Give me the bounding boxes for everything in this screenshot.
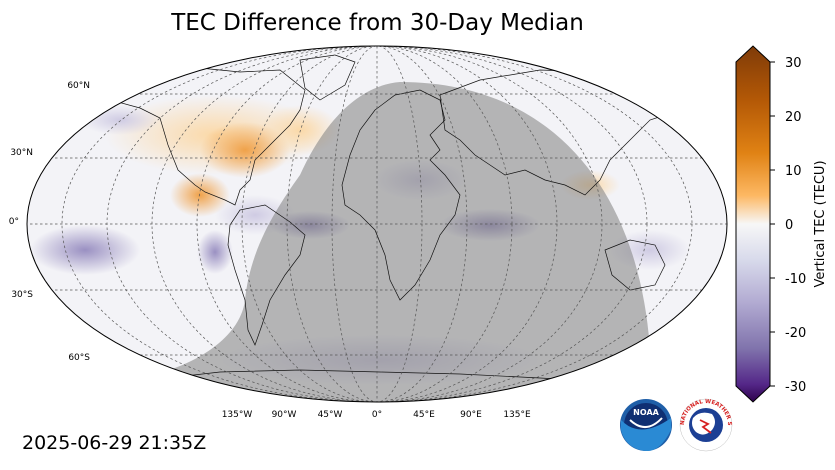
colorbar-tick-neg20: -20 [785, 326, 806, 341]
lon-label-0: 0° [372, 410, 382, 420]
lon-label-90e: 90°E [460, 410, 482, 420]
timestamp: 2025-06-29 21:35Z [22, 432, 207, 454]
colorbar-tick-labels: 30 20 10 0 -10 -20 -30 [785, 56, 806, 395]
antarctica-outline [149, 369, 611, 383]
colorbar-gradient [735, 45, 771, 403]
north-america-outline [117, 67, 306, 206]
lat-label-30s: 30°S [11, 290, 33, 300]
lat-label-0: 0° [9, 217, 19, 227]
colorbar-tick-10: 10 [785, 164, 802, 179]
lon-label-135e: 135°E [503, 410, 531, 420]
lat-label-60n: 60°N [67, 81, 90, 91]
lon-label-45e: 45°E [413, 410, 435, 420]
chart-title: TEC Difference from 30-Day Median [171, 10, 584, 36]
europe-africa-outline [341, 89, 461, 301]
colorbar-tick-0: 0 [785, 218, 793, 233]
latitude-labels: 60°N 30°N 0° 30°S 60°S [9, 81, 91, 363]
lat-label-60s: 60°S [68, 353, 90, 363]
colorbar-tick-neg10: -10 [785, 272, 806, 287]
lat-label-30n: 30°N [10, 148, 33, 158]
colorbar-tick-20: 20 [785, 110, 802, 125]
lon-label-45w: 45°W [318, 410, 343, 420]
australia-outline [604, 239, 666, 291]
colorbar-label: Vertical TEC (TECU) [813, 160, 828, 287]
graticule [27, 46, 727, 402]
longitude-labels: 135°W 90°W 45°W 0° 45°E 90°E 135°E [222, 410, 531, 420]
noaa-logo: NOAA [620, 399, 672, 452]
colorbar-tick-30: 30 [785, 56, 802, 71]
colorbar: 30 20 10 0 -10 -20 -30 Vertical TEC (TEC… [735, 45, 828, 403]
colorbar-ticks [770, 61, 775, 387]
lon-label-135w: 135°W [222, 410, 253, 420]
noaa-logo-text: NOAA [633, 408, 659, 417]
lon-label-90w: 90°W [272, 410, 297, 420]
south-america-outline [227, 204, 306, 346]
map-area [27, 46, 727, 402]
colorbar-tick-neg30: -30 [785, 380, 806, 395]
map-boundary [26, 45, 728, 403]
